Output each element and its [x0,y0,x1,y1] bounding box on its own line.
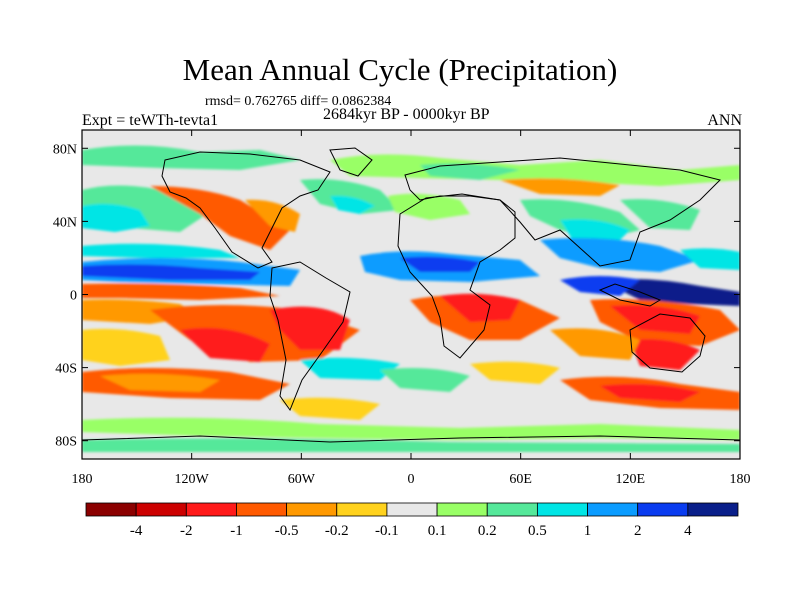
colorbar-swatch [486,502,538,517]
colorbar-label: -1 [230,523,243,539]
colorbar-swatch [386,502,438,517]
field-blob [82,203,150,232]
lon-tick-label: 180 [72,472,93,487]
field-blob [280,397,380,420]
colorbar-label: 1 [584,523,592,539]
field-blob [620,199,700,230]
colorbar-label: -4 [130,523,143,539]
chart-title: Mean Annual Cycle (Precipitation) [182,52,618,87]
lon-tick-label: 60W [288,472,316,487]
lat-axis: 80N 40N 0 40S 80S [53,142,740,450]
colorbar-swatch [135,502,187,517]
field-blob [440,293,520,322]
lat-tick-label: 0 [70,289,77,304]
coastlines [82,147,740,443]
colorbar-label: -0.2 [325,523,349,539]
lon-tick-label: 60E [509,472,532,487]
field-blob [420,163,520,180]
lat-tick-label: 80S [55,435,77,450]
field-blob [82,283,280,300]
season-label: ANN [707,112,742,129]
field-blob [600,384,700,402]
lat-tick-label: 80N [53,142,77,157]
lat-tick-label: 40N [53,215,77,230]
colorbar-swatch [687,502,739,517]
lon-tick-label: 120W [175,472,210,487]
colorbar-label: 2 [634,523,642,539]
colorbar-swatch [536,502,588,517]
field-blob [300,179,400,214]
lon-tick-label: 0 [408,472,415,487]
colorbar-labels: -4 -2 -1 -0.5 -0.2 -0.1 0.1 0.2 0.5 1 2 4 [130,523,692,539]
field-blob [82,417,740,440]
field-blob [150,186,290,250]
field-blob [82,264,260,280]
colorbar [85,502,739,517]
coast-antarctica [82,435,740,443]
field-blob [550,328,640,360]
period-label: 2684kyr BP - 0000kyr BP [323,106,490,123]
coast-maritime-continent [598,283,662,307]
stats-label: rmsd= 0.762765 diff= 0.0862384 [205,94,392,109]
coast-north-america [161,151,331,269]
coast-south-america [269,261,351,412]
field-blob [300,357,400,380]
coast-eurasia [404,157,721,267]
lat-tick-label: 40S [55,362,77,377]
field-blob [82,328,170,366]
field-blob [330,154,740,186]
colorbar-swatch [436,502,488,517]
lon-tick-label: 120E [616,472,646,487]
colorbar-label: 0.5 [528,523,547,539]
field-blob [560,276,640,296]
colorbar-swatch [637,502,689,517]
colorbar-swatch [286,502,338,517]
colorbar-label: 0.2 [478,523,497,539]
field-blob [100,373,220,392]
colorbar-swatch [185,502,237,517]
field-blob [380,368,470,392]
colorbar-label: -0.5 [275,523,299,539]
colorbar-label: -0.1 [375,523,399,539]
field-blob [388,193,470,220]
field-blob [610,305,700,334]
field-blob [270,306,350,350]
field-blob [82,145,300,170]
colorbar-swatch [336,502,388,517]
field-blob [630,339,700,370]
colorbar-label: 0.1 [428,523,447,539]
field-blob [330,195,375,214]
field-blob [400,256,480,272]
precipitation-field [82,130,740,459]
colorbar-label: -2 [180,523,193,539]
field-blob [245,199,300,232]
field-blob [82,243,240,258]
colorbar-label: 4 [684,523,692,539]
experiment-label: Expt = teWTh-tevta1 [82,112,219,129]
colorbar-swatch [587,502,639,517]
field-blob [600,278,740,306]
lon-axis: 180 120W 60W 0 60E 120E 180 [72,130,751,487]
field-blob [500,178,620,196]
coast-australia [629,313,706,373]
colorbar-swatch [236,502,288,517]
field-blob [180,327,270,362]
coast-greenland [329,147,373,177]
lon-tick-label: 180 [730,472,751,487]
field-blob [82,438,740,452]
field-blob [470,361,560,384]
field-blob [680,248,740,270]
field-blob [540,238,700,272]
colorbar-swatch [85,502,137,517]
